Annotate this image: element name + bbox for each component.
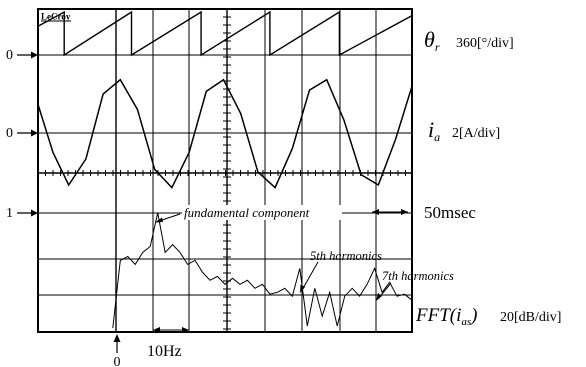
fft-origin-arrow-icon: [113, 334, 121, 342]
fft-channel-scale: 20[dB/div]: [500, 310, 561, 325]
current-channel-symbol: ia: [428, 117, 440, 144]
fundamental-arrow-icon: [155, 217, 163, 223]
seventh-harmonic-label: 7th harmonics: [382, 269, 454, 283]
graticule: [38, 9, 412, 332]
fft-reference-arrow-icon: [31, 209, 38, 217]
freq-scale-arrow-right-icon: [182, 327, 189, 333]
current-zero-marker-label: 0: [6, 126, 13, 141]
rotor-zero-arrow-icon: [31, 51, 38, 59]
freq-scale-arrow-left-icon: [153, 327, 160, 333]
time-scale-label: 50msec: [424, 203, 476, 222]
current-zero-arrow-icon: [31, 129, 38, 137]
fifth-harmonic-arrow-icon: [300, 284, 305, 293]
time-scale-arrow-left-icon: [372, 209, 379, 215]
fundamental-label-background: [182, 205, 342, 220]
seventh-harmonic-arrow-icon: [376, 293, 382, 301]
rotor-channel-scale: 360[°/div]: [456, 36, 514, 51]
fft-reference-marker-label: 1: [6, 206, 13, 221]
fft-trace: [112, 212, 413, 329]
fifth-harmonic-leader-line: [301, 261, 319, 291]
rotor-zero-marker-label: 0: [6, 48, 13, 63]
phase-current-trace: [37, 78, 413, 189]
fft-channel-symbol: FFT(ias): [415, 305, 478, 328]
rotor-position-trace: [37, 10, 413, 57]
fifth-harmonic-label: 5th harmonics: [310, 249, 382, 263]
freq-scale-label: 10Hz: [147, 343, 182, 360]
current-channel-scale: 2[A/div]: [452, 126, 500, 141]
time-scale-arrow-right-icon: [401, 209, 408, 215]
fft-origin-label: 0: [114, 355, 121, 367]
fundamental-label: fundamental component: [184, 205, 310, 220]
rotor-channel-symbol: θr: [424, 27, 440, 54]
